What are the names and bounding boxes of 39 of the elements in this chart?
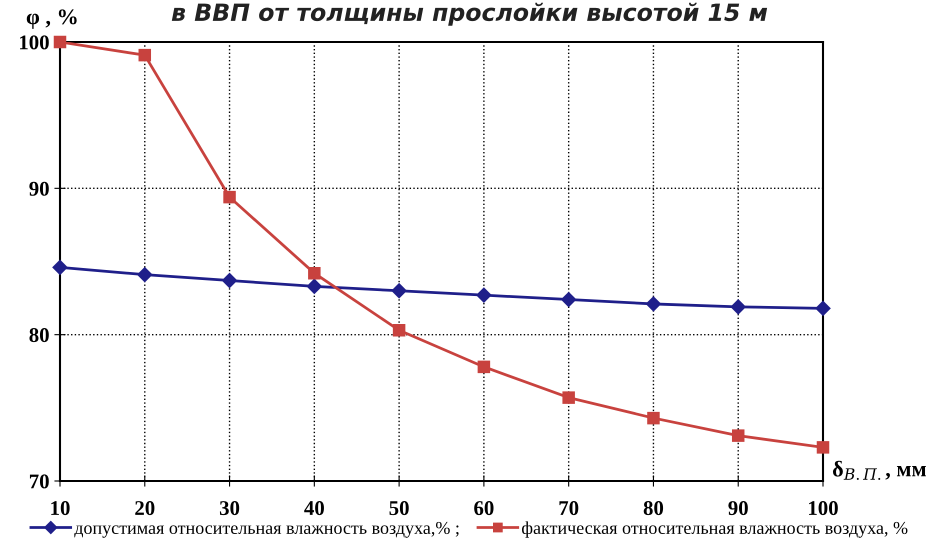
chart-title: в ВВП от толщины прослойки высотой 15 м (172, 2, 768, 26)
x-tick-label: 70 (559, 501, 578, 516)
point (478, 360, 490, 374)
y-tick-label: 70 (30, 474, 49, 488)
point (306, 278, 322, 294)
point (54, 36, 66, 48)
x-tick-label: 80 (644, 501, 664, 516)
point (562, 391, 575, 404)
point (138, 48, 152, 62)
point (392, 283, 407, 298)
x-axis-title: δ$_{В.П.}$, мм (832, 460, 926, 480)
y-tick-label: 80 (29, 328, 49, 342)
y-axis-title: φ , % (26, 9, 77, 29)
point (732, 429, 744, 442)
point (561, 292, 576, 308)
point (647, 412, 660, 424)
point (308, 266, 321, 280)
x-tick-label: 40 (304, 501, 324, 516)
x-tick-label: 50 (390, 501, 409, 516)
x-tick-label: 90 (728, 501, 748, 516)
point (476, 288, 492, 303)
x-tick-label: 30 (220, 501, 240, 516)
x-tick-label: 100 (809, 501, 838, 516)
y-tick-label: 100 (20, 35, 49, 50)
x-tick-label: 20 (135, 501, 154, 516)
legend-label: фактическая относительная влажность воздуха, % (522, 521, 908, 538)
point (730, 299, 746, 314)
x-tick-label: 10 (51, 501, 70, 516)
legend-label: допустимая относительная влажность воздуха,% ; (74, 522, 459, 538)
point (52, 260, 68, 275)
point (137, 267, 152, 282)
y-tick-label: 90 (29, 182, 49, 196)
point (392, 324, 406, 337)
point (815, 300, 831, 316)
x-tick-label: 60 (474, 501, 494, 516)
point (646, 296, 662, 312)
point (223, 190, 236, 204)
point (816, 441, 830, 454)
point (222, 272, 238, 288)
